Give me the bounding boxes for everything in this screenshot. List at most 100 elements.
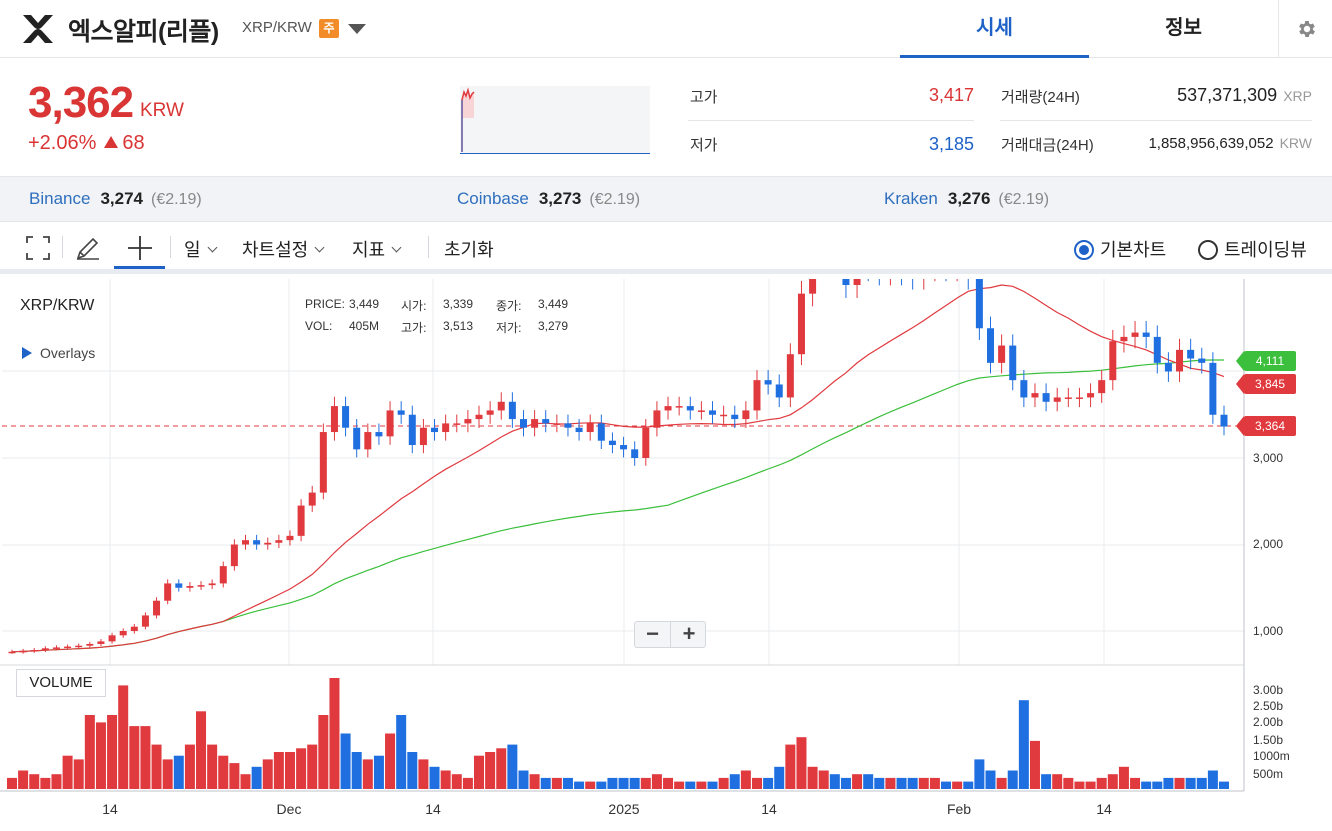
volume-tick: 3.00b bbox=[1253, 683, 1284, 697]
volume-bar bbox=[329, 678, 340, 789]
candle-body bbox=[1164, 362, 1172, 372]
volume-bar bbox=[251, 766, 262, 789]
candle-body bbox=[453, 423, 461, 425]
chart-settings-dropdown[interactable]: 차트설정 bbox=[242, 236, 325, 262]
volume-bar bbox=[296, 748, 307, 789]
basic-chart-radio[interactable]: 기본차트 bbox=[1074, 236, 1166, 262]
gear-icon bbox=[1299, 21, 1315, 37]
reset-button[interactable]: 초기화 bbox=[444, 240, 494, 260]
candle-body bbox=[709, 410, 717, 415]
volume-bar bbox=[240, 774, 251, 789]
ma-long-line bbox=[11, 359, 1224, 653]
candle-body bbox=[664, 406, 672, 411]
volume-bar bbox=[1041, 774, 1052, 789]
ma-short-tag: 3,845 bbox=[1236, 374, 1296, 394]
volume-bar bbox=[307, 744, 318, 789]
candlestick-chart-canvas[interactable] bbox=[0, 279, 1332, 831]
indicators-dropdown[interactable]: 지표 bbox=[352, 236, 402, 262]
candle-body bbox=[631, 449, 639, 458]
candle-body bbox=[119, 631, 127, 636]
volume-bar bbox=[729, 774, 740, 789]
settings-button[interactable] bbox=[1278, 0, 1332, 58]
volume-bar bbox=[373, 755, 384, 789]
exchange-binance[interactable]: Binance 3,274 (€2.19) bbox=[29, 189, 202, 209]
ma-short-line bbox=[11, 284, 1225, 653]
exchange-kraken[interactable]: Kraken 3,276 (€2.19) bbox=[884, 189, 1049, 209]
tab-info[interactable]: 정보 bbox=[1165, 17, 1202, 39]
volume-bar bbox=[640, 777, 651, 789]
volume-bar bbox=[941, 781, 952, 789]
volume-bar bbox=[1152, 781, 1163, 789]
candle-body bbox=[442, 423, 450, 433]
radio-unselected-icon bbox=[1198, 240, 1218, 260]
tradingview-radio[interactable]: 트레이딩뷰 bbox=[1198, 236, 1307, 262]
candle-body bbox=[497, 401, 505, 411]
volume-bar bbox=[351, 752, 362, 789]
candle-body bbox=[375, 432, 383, 437]
ohlc-vol: 405M bbox=[349, 319, 380, 333]
volume-bar bbox=[107, 715, 118, 789]
candle-body bbox=[1009, 345, 1017, 381]
fullscreen-icon[interactable] bbox=[24, 234, 52, 262]
zoom-out-button[interactable]: − bbox=[635, 622, 671, 648]
date-tick: Feb bbox=[946, 801, 972, 817]
ohlc-high-label: 고가: bbox=[401, 321, 427, 335]
volume-bar bbox=[1052, 774, 1063, 789]
candle-body bbox=[308, 492, 316, 506]
candle-body bbox=[1098, 380, 1106, 394]
exchange-coinbase[interactable]: Coinbase 3,273 (€2.19) bbox=[457, 189, 640, 209]
candle-body bbox=[30, 650, 38, 652]
crosshair-icon[interactable] bbox=[126, 234, 154, 262]
interval-label: 일 bbox=[184, 240, 201, 260]
candle-body bbox=[41, 648, 49, 651]
toolbar-separator bbox=[62, 236, 63, 258]
volume-bar bbox=[1130, 777, 1141, 789]
interval-dropdown[interactable]: 일 bbox=[184, 236, 218, 262]
overlays-toggle[interactable]: Overlays bbox=[22, 345, 95, 361]
volume-bar bbox=[362, 759, 373, 789]
price-change: +2.06% 68 bbox=[28, 132, 145, 155]
volume-bar bbox=[796, 737, 807, 789]
candle-body bbox=[597, 423, 605, 441]
candle-body bbox=[842, 279, 850, 285]
coin-select-chevron-down-icon[interactable] bbox=[348, 24, 366, 34]
zoom-in-button[interactable]: + bbox=[682, 621, 696, 646]
volume-bar bbox=[963, 781, 974, 789]
ohlc-close-label: 종가: bbox=[496, 299, 522, 313]
candle-body bbox=[353, 427, 361, 450]
amount-number: 1,858,956,639,052 bbox=[1148, 135, 1274, 152]
volume-bar bbox=[829, 774, 840, 789]
ohlc-price-label: PRICE: bbox=[305, 297, 346, 311]
candle-body bbox=[720, 414, 728, 417]
volume-bar bbox=[885, 777, 896, 789]
volume-bar bbox=[1096, 777, 1107, 789]
candle-body bbox=[809, 279, 817, 294]
tab-price[interactable]: 시세 bbox=[900, 0, 1089, 58]
low-label: 저가 bbox=[690, 137, 718, 154]
candle-body bbox=[264, 542, 272, 545]
volume-bar bbox=[696, 781, 707, 789]
candle-body bbox=[1131, 332, 1139, 337]
volume-bar bbox=[340, 733, 351, 789]
pencil-draw-icon[interactable] bbox=[74, 234, 102, 262]
volume-bar bbox=[840, 777, 851, 789]
candle-body bbox=[753, 380, 761, 411]
volume-bar bbox=[1141, 781, 1152, 789]
volume-bar bbox=[774, 766, 785, 789]
volume-bar bbox=[1219, 781, 1229, 789]
volume-bar bbox=[852, 774, 863, 789]
volume-bar bbox=[229, 763, 240, 789]
volume-bar bbox=[874, 777, 885, 789]
volume-bar bbox=[62, 755, 73, 789]
exchange-prices: Binance 3,274 (€2.19) Coinbase 3,273 (€2.19)… bbox=[0, 176, 1332, 222]
volume-bar bbox=[974, 759, 985, 789]
candle-body bbox=[675, 406, 683, 408]
toolbar-separator bbox=[170, 236, 171, 258]
candle-body bbox=[364, 432, 372, 450]
candle-body bbox=[130, 626, 138, 631]
candle-body bbox=[19, 650, 27, 653]
volume-bar bbox=[474, 755, 485, 789]
volume-bar bbox=[574, 781, 585, 789]
price-chart[interactable]: XRP/KRW Overlays PRICE: 3,449 시가: 3,339 … bbox=[0, 279, 1332, 831]
candle-body bbox=[1042, 393, 1050, 402]
